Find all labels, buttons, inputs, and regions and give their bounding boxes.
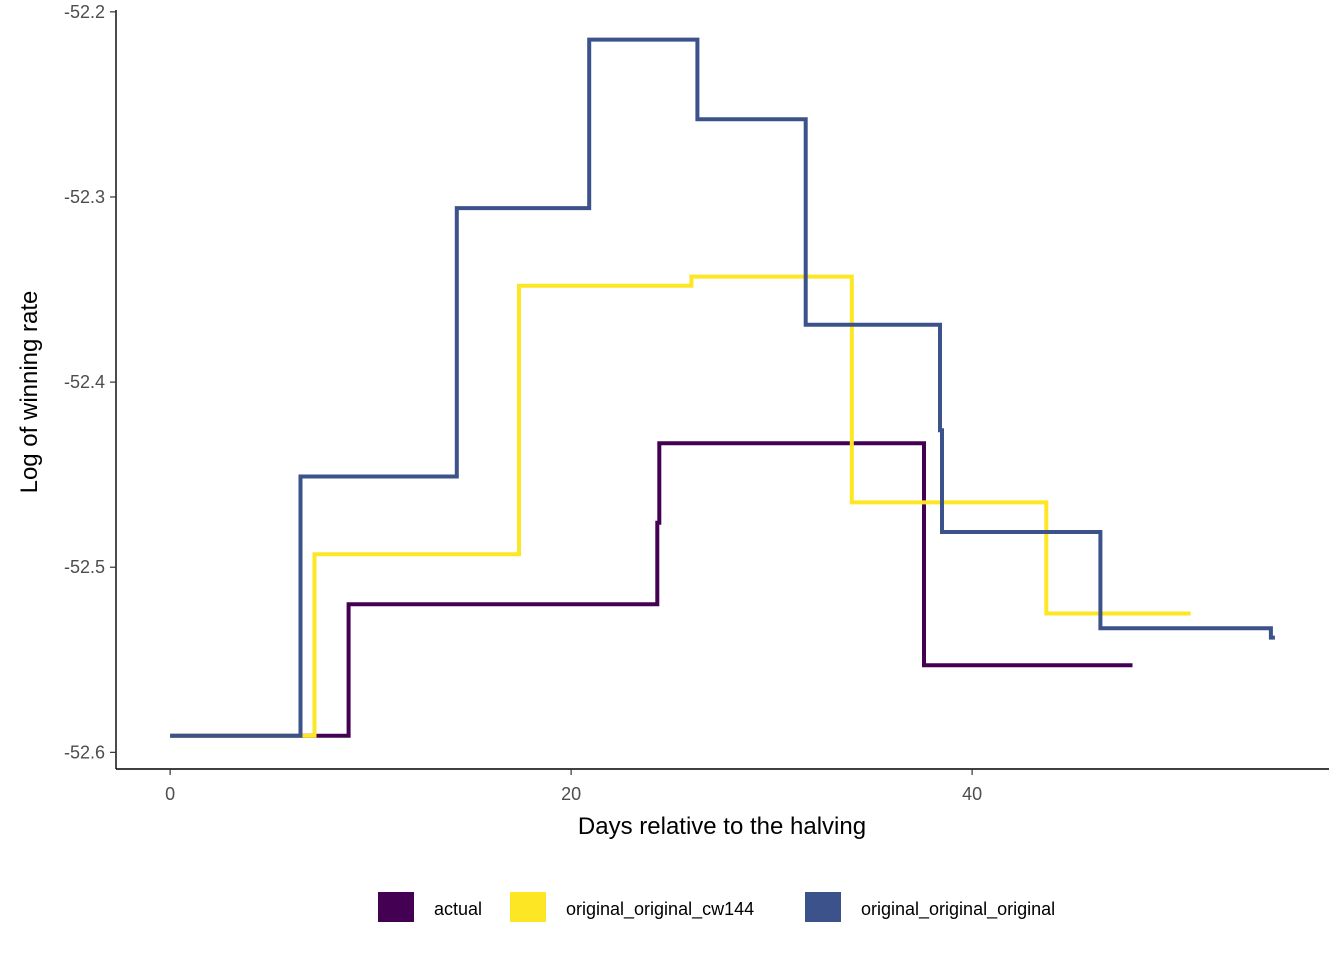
x-axis-title: Days relative to the halving bbox=[578, 813, 866, 840]
x-tick-label: 0 bbox=[165, 784, 175, 804]
series-layer bbox=[170, 37, 1275, 738]
series-line-original_original_cw144 bbox=[170, 274, 1191, 738]
y-ticks: -52.6 -52.5 -52.4 -52.3 -52.2 bbox=[64, 2, 116, 762]
legend: actual original_original_cw144 original_or… bbox=[378, 892, 1055, 922]
series-line-original_original_original bbox=[170, 37, 1275, 738]
series-line-actual bbox=[170, 441, 1133, 738]
legend-label-original_original_original: original_original_original bbox=[861, 899, 1055, 920]
y-tick-label: -52.6 bbox=[64, 742, 105, 762]
y-tick-label: -52.2 bbox=[64, 2, 105, 22]
x-ticks: 0 20 40 bbox=[165, 769, 982, 804]
legend-key-original_original_cw144 bbox=[510, 892, 546, 922]
x-tick-label: 40 bbox=[962, 784, 982, 804]
y-tick-label: -52.5 bbox=[64, 557, 105, 577]
legend-key-actual bbox=[378, 892, 414, 922]
y-tick-label: -52.3 bbox=[64, 187, 105, 207]
legend-label-original_original_cw144: original_original_cw144 bbox=[566, 899, 754, 920]
y-axis-title: Log of winning rate bbox=[16, 291, 43, 494]
legend-key-original_original_original bbox=[805, 892, 841, 922]
y-tick-label: -52.4 bbox=[64, 372, 105, 392]
legend-label-actual: actual bbox=[434, 899, 482, 919]
x-tick-label: 20 bbox=[561, 784, 581, 804]
